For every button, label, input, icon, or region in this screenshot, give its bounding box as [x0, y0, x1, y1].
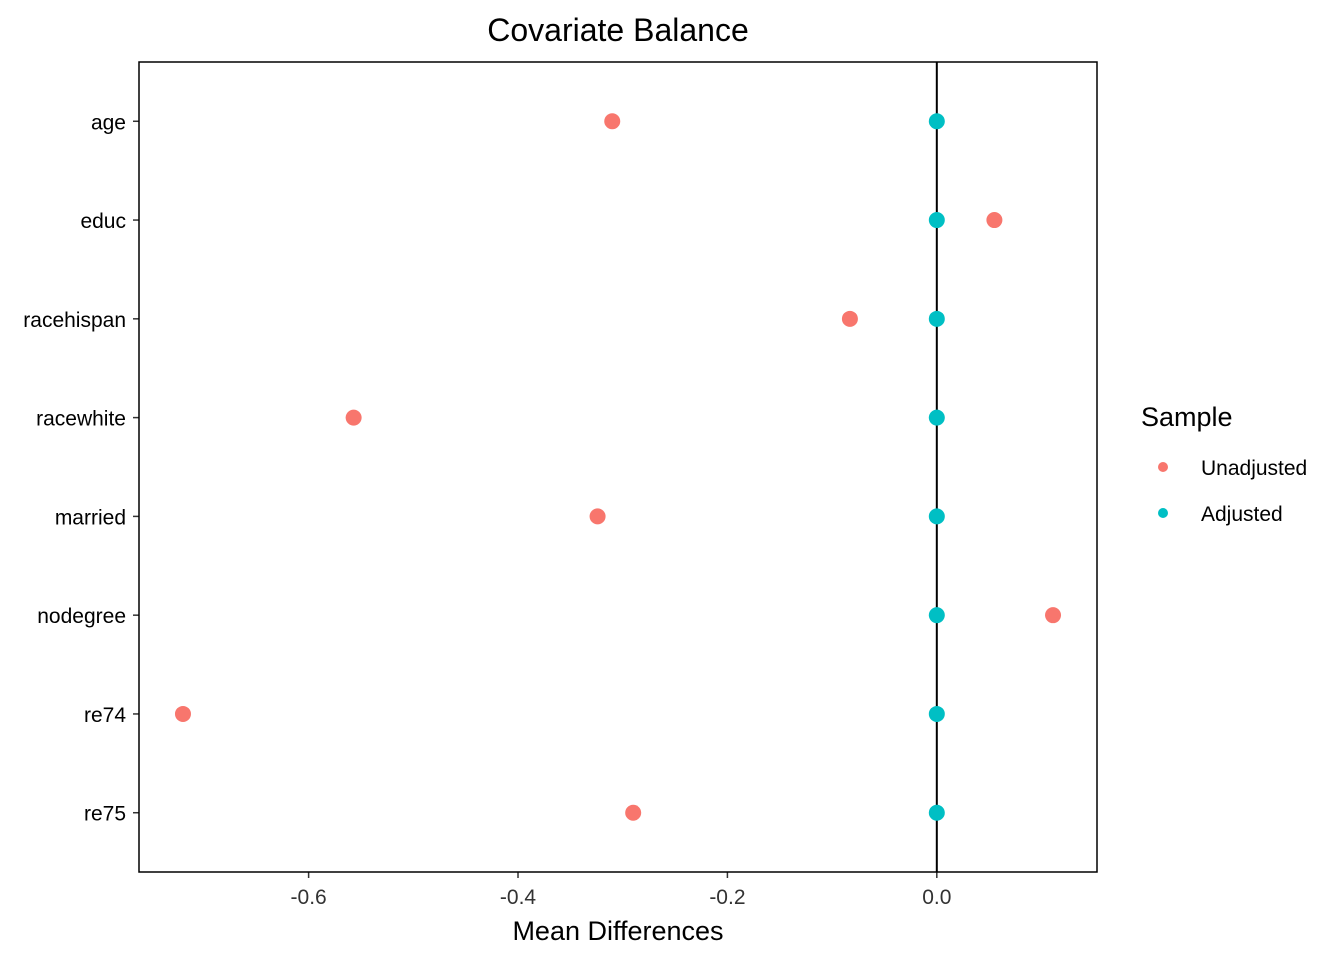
y-tick-label: re74: [84, 704, 126, 727]
x-tick-label: -0.4: [500, 886, 537, 909]
point-adjusted-age: [928, 113, 945, 130]
point-adjusted-re75: [928, 804, 945, 821]
point-adjusted-re74: [928, 705, 945, 722]
x-tick-label: -0.6: [291, 886, 327, 909]
point-unadjusted-educ: [986, 212, 1003, 229]
y-tick-label: racewhite: [36, 408, 126, 431]
y-tick-label: married: [55, 506, 126, 529]
point-adjusted-nodegree: [928, 607, 945, 624]
x-tick-label: 0.0: [922, 886, 951, 909]
point-unadjusted-racewhite: [345, 409, 362, 426]
legend-key-adjusted: [1158, 508, 1168, 518]
point-unadjusted-re75: [625, 804, 642, 821]
y-tick-label: racehispan: [23, 309, 126, 332]
y-tick-label: re75: [84, 803, 126, 826]
legend-label-unadjusted: Unadjusted: [1201, 457, 1307, 480]
point-adjusted-educ: [928, 212, 945, 229]
point-unadjusted-nodegree: [1045, 607, 1062, 624]
y-tick-label: educ: [80, 210, 126, 233]
point-unadjusted-age: [604, 113, 621, 130]
point-unadjusted-racehispan: [841, 310, 858, 327]
point-adjusted-married: [928, 508, 945, 525]
point-unadjusted-married: [589, 508, 606, 525]
legend-label-adjusted: Adjusted: [1201, 503, 1283, 526]
legend-key-unadjusted: [1158, 462, 1168, 472]
point-adjusted-racehispan: [928, 310, 945, 327]
y-tick-label: nodegree: [37, 605, 126, 628]
y-tick-label: age: [91, 111, 126, 134]
legend: Sample Unadjusted Adjusted: [1141, 402, 1307, 526]
legend-title: Sample: [1141, 402, 1233, 432]
point-adjusted-racewhite: [928, 409, 945, 426]
chart-title: Covariate Balance: [487, 12, 748, 48]
point-unadjusted-re74: [174, 705, 191, 722]
plot-area: age educ racehispan racewhite married nodegre…: [23, 61, 1098, 909]
x-axis-label: Mean Differences: [512, 916, 723, 946]
x-tick-label: -0.2: [709, 886, 745, 909]
plot-border: [138, 61, 1098, 873]
